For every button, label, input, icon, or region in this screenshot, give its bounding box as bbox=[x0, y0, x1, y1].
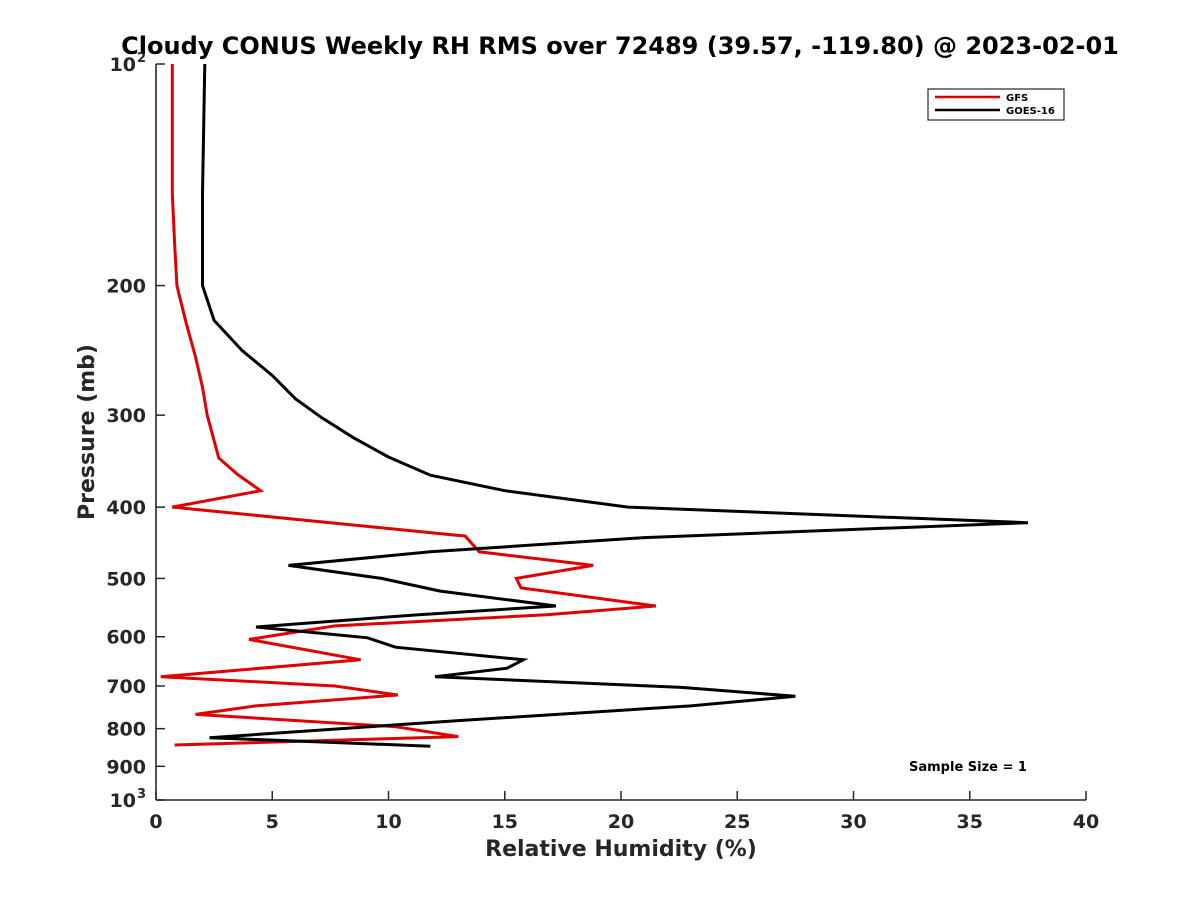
y-tick-label: 900 bbox=[106, 756, 146, 778]
legend-label-gfs: GFS bbox=[1006, 93, 1028, 104]
x-tick-label: 30 bbox=[840, 811, 866, 833]
series-line-gfs bbox=[160, 64, 657, 747]
x-axis-ticks: 0 5 10 15 20 25 30 35 40 bbox=[149, 791, 1099, 833]
y-tick-label: 10 bbox=[110, 54, 136, 76]
y-tick-label: 10 bbox=[110, 790, 136, 812]
x-tick-label: 35 bbox=[957, 811, 983, 833]
y-axis-label: Pressure (mb) bbox=[75, 344, 100, 520]
series-line-goes-16 bbox=[201, 63, 1028, 748]
y-tick-label: 800 bbox=[106, 719, 146, 741]
legend-label-goes16: GOES-16 bbox=[1006, 106, 1055, 117]
x-axis-label: Relative Humidity (%) bbox=[485, 837, 757, 862]
x-tick-label: 10 bbox=[375, 811, 401, 833]
legend-box bbox=[927, 88, 1065, 121]
sample-size-annotation: Sample Size = 1 bbox=[909, 760, 1027, 775]
y-tick-exponent: 3 bbox=[137, 787, 146, 802]
y-tick-exponent: 2 bbox=[137, 51, 146, 66]
x-tick-label: 5 bbox=[266, 811, 279, 833]
y-tick-label: 400 bbox=[106, 497, 146, 519]
y-tick-label: 700 bbox=[106, 676, 146, 698]
x-tick-label: 0 bbox=[149, 811, 162, 833]
legend: GFS GOES-16 bbox=[927, 88, 1065, 121]
x-tick-label: 25 bbox=[724, 811, 750, 833]
chart-title: Cloudy CONUS Weekly RH RMS over 72489 (3… bbox=[121, 32, 1119, 60]
x-tick-label: 15 bbox=[492, 811, 518, 833]
y-tick-label: 500 bbox=[106, 568, 146, 590]
x-tick-label: 40 bbox=[1073, 811, 1099, 833]
x-tick-label: 20 bbox=[608, 811, 634, 833]
y-tick-label: 300 bbox=[106, 405, 146, 427]
y-tick-label: 200 bbox=[106, 276, 146, 298]
y-tick-label: 600 bbox=[106, 627, 146, 649]
series-lines bbox=[160, 63, 1028, 748]
